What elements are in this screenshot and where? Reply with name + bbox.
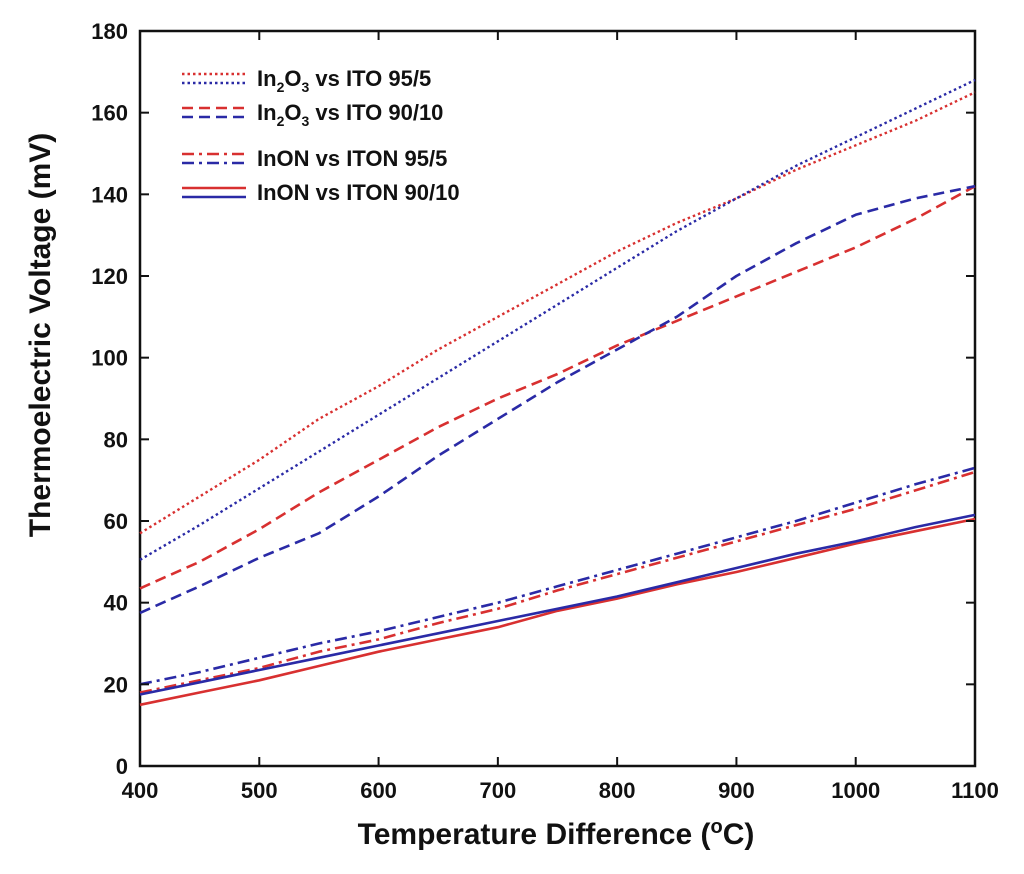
series-line-inon-90-10-red: InON vs ITON 90/10 (red) (139, 517, 976, 707)
x-axis-title-suffix: C) (723, 818, 755, 851)
series-line-in2o3-95-5-blue: In2O3 vs ITO 95/5 (blue) (139, 78, 976, 561)
plot-frame (138, 29, 977, 768)
legend-label-in2o3-95-5: In2O3 vs ITO 95/5 (257, 66, 431, 95)
x-tick-label: 500 (241, 778, 278, 803)
series-line-in2o3-90-10-blue: In2O3 vs ITO 90/10 (blue) (139, 184, 976, 615)
legend-label-inon-90-10: InON vs ITON 90/10 (257, 180, 460, 205)
x-tick-label: 800 (599, 778, 636, 803)
x-tick-label: 700 (479, 778, 516, 803)
y-axis-ticks: 0 20 40 60 80 100 120 140 160 180 (91, 19, 975, 779)
x-tick-label: 900 (718, 778, 755, 803)
x-tick-label: 600 (360, 778, 397, 803)
y-tick-label: 120 (91, 264, 128, 289)
legend-label-inon-95-5: InON vs ITON 95/5 (257, 146, 447, 171)
y-tick-label: 140 (91, 182, 128, 207)
x-axis-ticks: 400 500 600 700 800 900 1000 1100 (122, 31, 999, 803)
legend-label-in2o3-90-10: In2O3 vs ITO 90/10 (257, 100, 443, 129)
x-axis-title: Temperature Difference (oC) (358, 816, 755, 851)
x-axis-title-degree: o (711, 816, 723, 838)
x-tick-label: 1000 (831, 778, 880, 803)
x-tick-label: 1100 (951, 778, 999, 803)
series-line-inon-90-10-blue: InON vs ITON 90/10 (blue) (139, 513, 976, 696)
y-tick-label: 80 (104, 427, 128, 452)
y-axis-title: Thermoelectric Voltage (mV) (24, 133, 57, 538)
y-tick-label: 0 (116, 754, 128, 779)
y-tick-label: 160 (91, 101, 128, 126)
series-line-in2o3-90-10-red: In2O3 vs ITO 90/10 (red) (139, 185, 976, 590)
series-line-inon-95-5-red: InON vs ITON 95/5 (red) (139, 470, 976, 694)
y-tick-label: 60 (104, 509, 128, 534)
series-line-in2o3-95-5-red: In2O3 vs ITO 95/5 (red) (139, 91, 976, 535)
x-axis-title-prefix: Temperature Difference ( (358, 818, 711, 851)
legend: In2O3 vs ITO 95/5 In2O3 vs ITO 90/10 InON … (182, 66, 460, 205)
y-tick-label: 20 (104, 672, 128, 697)
x-tick-label: 400 (122, 778, 159, 803)
y-tick-label: 100 (91, 346, 128, 371)
plot-frame-group (138, 29, 977, 768)
series-line-inon-95-5-blue: InON vs ITON 95/5 (blue) (139, 466, 976, 686)
y-tick-label: 180 (91, 19, 128, 44)
series-group: In2O3 vs ITO 95/5 (red)In2O3 vs ITO 95/5… (139, 78, 976, 707)
y-tick-label: 40 (104, 591, 128, 616)
